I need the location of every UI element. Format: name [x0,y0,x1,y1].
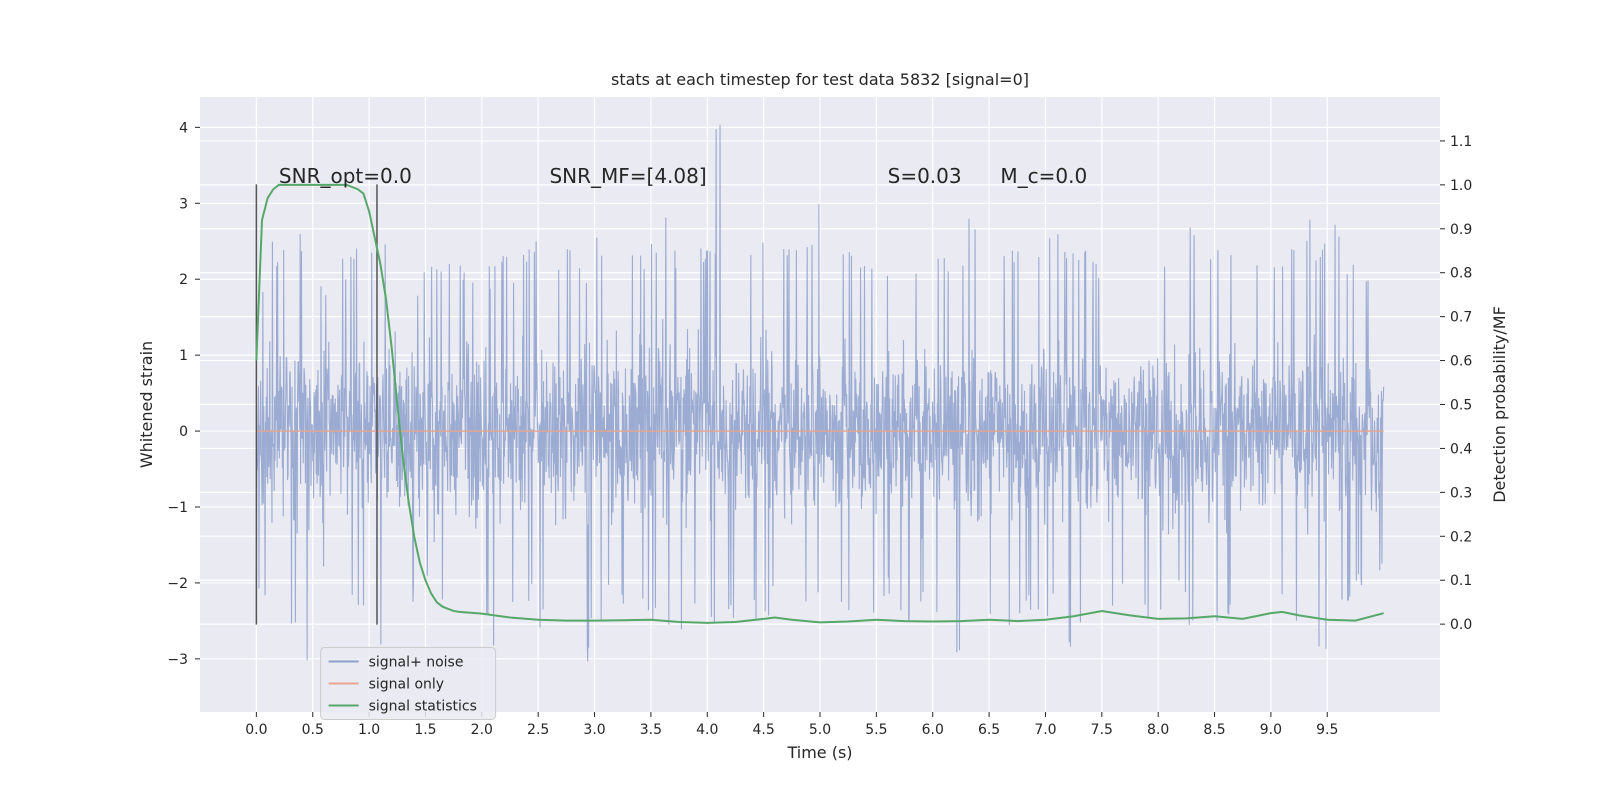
x-tick-label: 5.0 [809,722,831,738]
y-tick-label: 0 [179,424,188,440]
y2-tick-label: 0.3 [1450,485,1472,501]
y2-tick-label: 0.2 [1450,529,1472,545]
y2-tick-label: 1.0 [1450,178,1472,194]
legend-label-signal-only: signal only [369,676,444,692]
x-tick-label: 9.5 [1316,722,1338,738]
chart-title: stats at each timestep for test data 583… [611,70,1029,89]
x-tick-label: 1.0 [358,722,380,738]
x-tick-label: 2.5 [527,722,549,738]
y2-axis-label: Detection probability/MF [1490,306,1509,503]
signal-noise-line [255,124,1385,662]
x-tick-label: 1.5 [414,722,436,738]
x-tick-label: 8.0 [1147,722,1169,738]
x-tick-label: 3.5 [640,722,662,738]
x-tick-label: 5.5 [865,722,887,738]
y-tick-label: 3 [179,196,188,212]
y2-tick-label: 0.7 [1450,310,1472,326]
signal-statistics-series [255,183,1384,624]
x-tick-label: 0.0 [245,722,267,738]
y2-tick-label: 0.1 [1450,573,1472,589]
x-tick-label: 7.5 [1091,722,1113,738]
y-axis-label: Whitened strain [137,341,156,468]
y2-tick-label: 0.6 [1450,354,1472,370]
legend-label-signal-noise: signal+ noise [369,654,464,670]
vertical-markers [255,184,378,625]
x-tick-label: 6.0 [922,722,944,738]
y-tick-label: −3 [167,652,188,668]
x-axis-label: Time (s) [786,743,852,762]
legend-label-signal-statistics: signal statistics [369,698,477,714]
x-tick-label: 3.0 [583,722,605,738]
annotation-snr-mf: SNR_MF=[4.08] [549,164,706,188]
signal-statistics-line [255,183,1384,624]
y-tick-label: −1 [167,500,188,516]
annotation-mc: M_c=0.0 [1000,164,1087,188]
y-tick-label: 4 [179,120,188,136]
annotations: SNR_opt=0.0 SNR_MF=[4.08] S=0.03 M_c=0.0 [279,164,1087,188]
y2-tick-label: 0.9 [1450,222,1472,238]
y-tick-label: −2 [167,576,188,592]
x-tick-label: 7.0 [1034,722,1056,738]
x-tick-label: 4.0 [696,722,718,738]
annotation-s-stat: S=0.03 [888,164,962,188]
y2-tick-label: 0.5 [1450,398,1472,414]
x-tick-label: 0.5 [302,722,324,738]
y2-tick-label: 0.8 [1450,266,1472,282]
axes-layer: 0.0 0.5 1.0 1.5 2.0 2.5 3.0 3.5 4.0 4.5 5.0 5.5 6.0 6… [167,120,1472,738]
y2-tick-label: 1.1 [1450,134,1472,150]
annotation-snr-opt: SNR_opt=0.0 [279,164,412,188]
y-tick-label: 1 [179,348,188,364]
x-tick-label: 2.0 [471,722,493,738]
x-tick-label: 8.5 [1203,722,1225,738]
y2-tick-label: 0.4 [1450,441,1472,457]
y-tick-label: 2 [179,272,188,288]
x-tick-label: 6.5 [978,722,1000,738]
legend-box [320,646,497,720]
signal-noise-series [255,124,1385,662]
legend: signal+ noise signal only signal statist… [320,646,497,720]
y2-tick-label: 0.0 [1450,617,1472,633]
x-tick-label: 9.0 [1260,722,1282,738]
x-tick-label: 4.5 [753,722,775,738]
